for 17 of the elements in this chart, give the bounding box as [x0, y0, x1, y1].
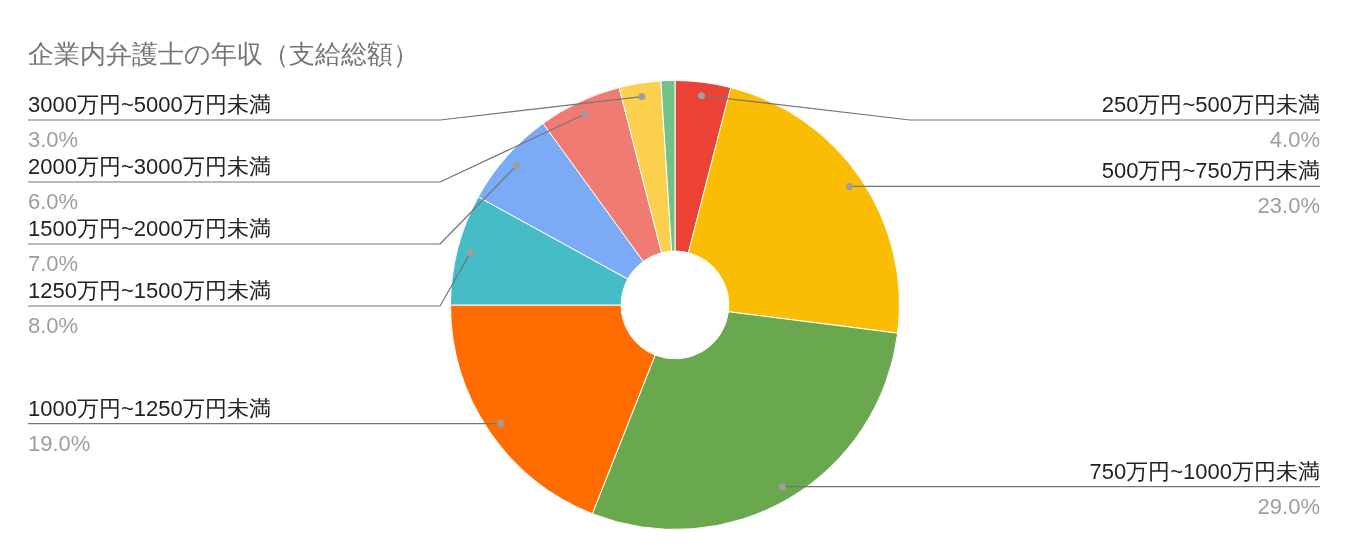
data-label: 7.0%	[28, 251, 79, 276]
data-label: 6.0%	[28, 189, 79, 214]
slice-label: 1250万円~1500万円未満	[28, 278, 271, 303]
data-label: 23.0%	[1257, 193, 1320, 219]
slice-label: 1500万円~2000万円未満	[28, 216, 271, 241]
data-label: 4.0%	[1269, 127, 1320, 152]
data-label: 19.0%	[28, 430, 91, 456]
slice-label: 500万円~750万円未満	[1101, 158, 1320, 184]
data-label: 29.0%	[1257, 493, 1320, 519]
slice-label: 2000万円~3000万円未満	[28, 154, 271, 179]
data-label: 8.0%	[28, 313, 79, 338]
slice-label: 1000万円~1250万円未満	[28, 395, 271, 421]
slice-label: 250万円~500万円未満	[1101, 92, 1320, 117]
chart-title: 企業内弁護士の年収（支給総額）	[28, 39, 419, 69]
slice-label: 3000万円~5000万円未満	[28, 92, 271, 117]
slice-label: 750万円~1000万円未満	[1089, 458, 1320, 484]
data-label: 3.0%	[28, 127, 79, 152]
